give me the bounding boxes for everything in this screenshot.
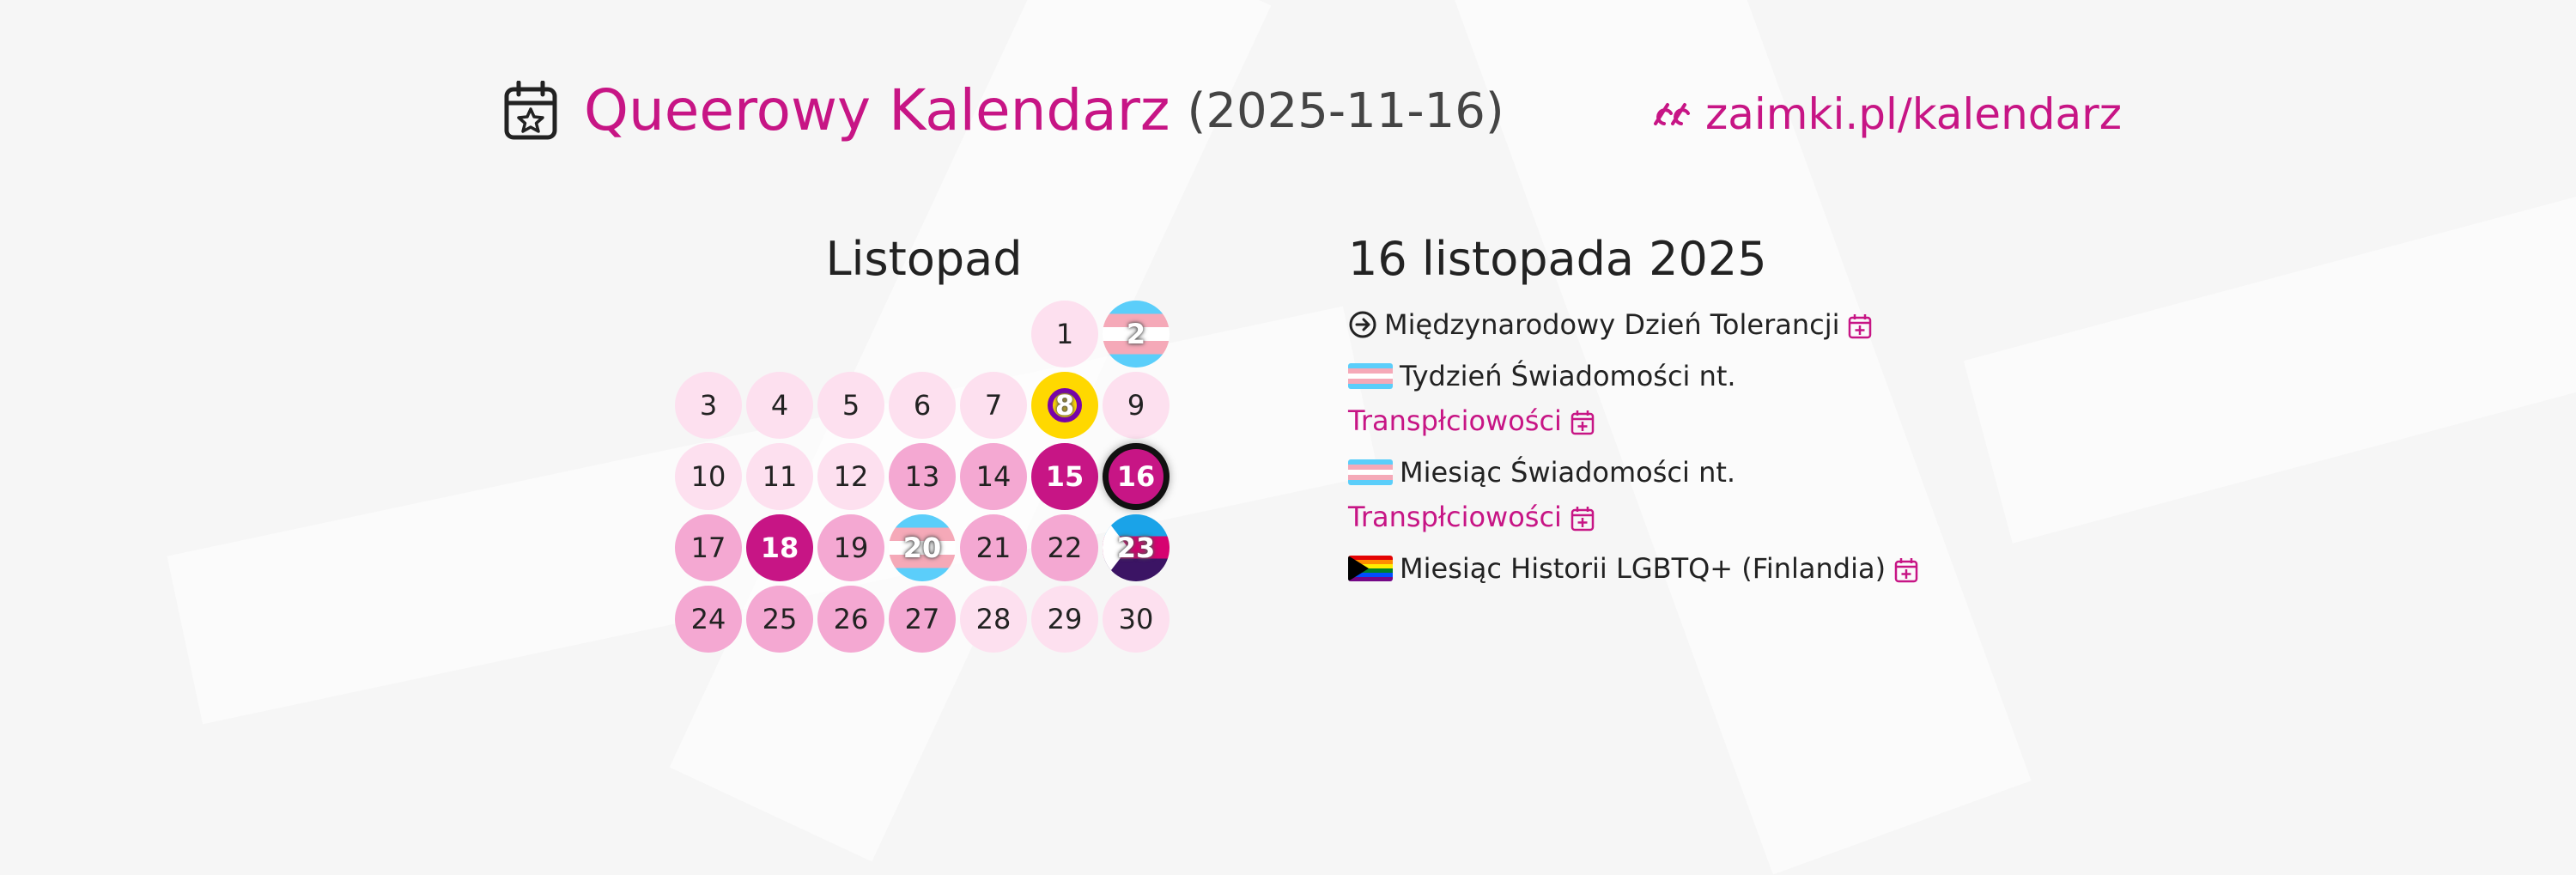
calendar-day-number: 8 (1054, 389, 1075, 422)
calendar-day[interactable]: 23 (1103, 514, 1170, 581)
arrow-circle-right-icon (1349, 311, 1376, 338)
calendar-day[interactable]: 18 (746, 514, 813, 581)
month-name: Listopad (825, 232, 1023, 286)
calendar-day[interactable]: 22 (1031, 514, 1098, 581)
calendar-day[interactable]: 26 (817, 586, 884, 653)
event-item: Miesiąc Świadomości nt. Transpłciowości (1348, 450, 1949, 539)
calendar-day-number: 14 (975, 460, 1012, 493)
calendar-day-number: 10 (690, 460, 726, 493)
current-date: (2025-11-16) (1187, 82, 1504, 139)
calendar-day-number: 20 (902, 532, 942, 564)
calendar-day[interactable]: 11 (746, 443, 813, 510)
calendar-day-number: 21 (975, 532, 1012, 564)
transgender-flag-icon (1348, 363, 1393, 389)
calendar-day-number: 5 (841, 389, 860, 422)
calendar-day-number: 16 (1116, 460, 1156, 493)
calendar-day-number: 13 (904, 460, 940, 493)
calendar-day-number: 22 (1047, 532, 1083, 564)
event-title: Międzynarodowy Dzień Tolerancji (1384, 308, 1840, 341)
calendar-day-number: 3 (699, 389, 718, 422)
calendar-day[interactable]: 7 (960, 372, 1027, 439)
event-item: Tydzień Świadomości nt. Transpłciowości (1348, 354, 1949, 443)
calendar-day[interactable]: 8 (1031, 372, 1098, 439)
calendar-day-number: 15 (1045, 460, 1084, 493)
calendar-day[interactable]: 21 (960, 514, 1027, 581)
page-title: Queerowy Kalendarz (584, 77, 1170, 143)
event-title: Tydzień Świadomości nt. (1400, 360, 1736, 392)
zaimki-logo-icon (1654, 103, 1690, 125)
site-url[interactable]: zaimki.pl/kalendarz (1705, 89, 2122, 139)
calendar-day-number: 12 (833, 460, 869, 493)
calendar-day[interactable]: 19 (817, 514, 884, 581)
calendar-day-number: 30 (1118, 603, 1154, 635)
calendar-day[interactable]: 24 (675, 586, 742, 653)
calendar-day-number: 2 (1126, 318, 1146, 350)
calendar-day-number: 4 (770, 389, 789, 422)
calendar-page: Queerowy Kalendarz (2025-11-16) zaimki.p… (503, 81, 2122, 657)
calendar-day[interactable]: 27 (889, 586, 956, 653)
add-to-calendar-icon[interactable] (1848, 313, 1872, 339)
calendar-day[interactable]: 15 (1031, 443, 1098, 510)
calendar-day[interactable]: 6 (889, 372, 956, 439)
calendar-day-number: 17 (690, 532, 726, 564)
add-to-calendar-icon[interactable] (1571, 506, 1595, 532)
add-to-calendar-icon[interactable] (1571, 410, 1595, 435)
flag-triangle-icon (1103, 514, 1128, 581)
calendar-day-number: 27 (904, 603, 940, 635)
calendar-day[interactable]: 4 (746, 372, 813, 439)
calendar-day-number: 9 (1127, 389, 1145, 422)
page-header: Queerowy Kalendarz (2025-11-16) (503, 81, 1504, 141)
calendar-day[interactable]: 3 (675, 372, 742, 439)
calendar-day[interactable]: 5 (817, 372, 884, 439)
calendar-day-number: 25 (762, 603, 798, 635)
calendar-day[interactable]: 14 (960, 443, 1027, 510)
calendar-day[interactable]: 28 (960, 586, 1027, 653)
calendar-day-number: 23 (1116, 532, 1156, 564)
event-title-link[interactable]: Transpłciowości (1348, 501, 1562, 533)
calendar-day-number: 11 (762, 460, 798, 493)
calendar-day[interactable]: 1 (1031, 301, 1098, 368)
calendar-day[interactable]: 20 (889, 514, 956, 581)
calendar-day[interactable]: 16 (1103, 443, 1170, 510)
calendar-day-number: 7 (984, 389, 1003, 422)
calendar-day[interactable]: 25 (746, 586, 813, 653)
calendar-day-number: 28 (975, 603, 1012, 635)
site-link[interactable]: zaimki.pl/kalendarz (1652, 89, 2122, 139)
calendar-day[interactable]: 29 (1031, 586, 1098, 653)
calendar-day-number: 19 (833, 532, 869, 564)
calendar-day[interactable]: 17 (675, 514, 742, 581)
event-item: Miesiąc Historii LGBTQ+ (Finlandia) (1348, 546, 1949, 591)
event-title-link[interactable]: Transpłciowości (1348, 404, 1562, 437)
event-item: Międzynarodowy Dzień Tolerancji (1348, 302, 1949, 347)
calendar-day-number: 24 (690, 603, 726, 635)
calendar-day-number: 26 (833, 603, 869, 635)
month-grid: 1 2 3 4 5 6 7 8 9 10 11 12 13 14 15 16 17 18 19 20 21 22 23 24 2… (675, 301, 1173, 657)
calendar-day[interactable]: 30 (1103, 586, 1170, 653)
event-title: Miesiąc Historii LGBTQ+ (Finlandia) (1400, 552, 1886, 585)
calendar-day-number: 29 (1047, 603, 1083, 635)
transgender-flag-icon (1348, 459, 1393, 485)
events-list: Międzynarodowy Dzień Tolerancji Tydzień … (1348, 302, 1949, 598)
calendar-day[interactable]: 9 (1103, 372, 1170, 439)
intersex-ring-icon (1048, 388, 1082, 422)
calendar-day-number: 18 (760, 532, 799, 564)
calendar-day[interactable]: 2 (1103, 301, 1170, 368)
selected-date-title: 16 listopada 2025 (1348, 232, 1767, 286)
calendar-day-number: 1 (1055, 318, 1074, 350)
event-title: Miesiąc Świadomości nt. (1400, 456, 1736, 489)
add-to-calendar-icon[interactable] (1894, 557, 1918, 583)
calendar-day[interactable]: 12 (817, 443, 884, 510)
calendar-day-number: 6 (913, 389, 932, 422)
calendar-day[interactable]: 13 (889, 443, 956, 510)
calendar-star-icon (504, 81, 557, 140)
progress-pride-flag-icon (1348, 556, 1393, 581)
calendar-day[interactable]: 10 (675, 443, 742, 510)
